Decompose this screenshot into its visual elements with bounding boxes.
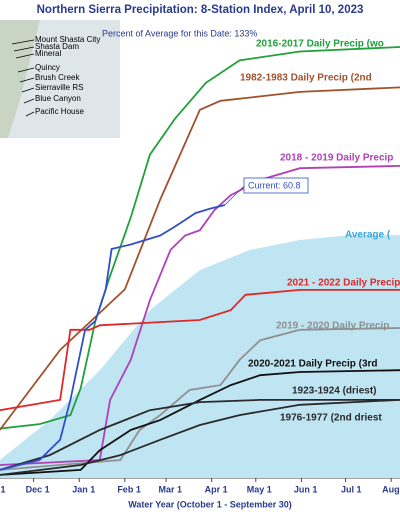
inset-leader: [11, 39, 35, 45]
series-line: [0, 46, 400, 430]
series-line: [0, 204, 226, 471]
inset-leader: [19, 77, 35, 83]
average-area: [0, 235, 400, 478]
annotation-leader: [224, 185, 245, 206]
x-tick-label: Mar 1: [159, 484, 183, 494]
x-tick-label: May 1: [247, 484, 272, 494]
inset-label: Blue Canyon: [35, 94, 81, 103]
inset-label: Pacific House: [35, 107, 84, 116]
x-axis-title: Water Year (October 1 - September 30): [128, 499, 292, 509]
inset-label: Shasta Dam: [35, 42, 79, 51]
inset-label: Mount Shasta City: [35, 35, 100, 44]
x-tick-label: Apr 1: [205, 484, 228, 494]
inset-label: Brush Creek: [35, 73, 80, 82]
series-label: 2020-2021 Daily Precip (3rd: [248, 359, 378, 370]
annotation-box: [243, 177, 309, 194]
series-line: [0, 399, 400, 471]
series-line: [0, 327, 400, 471]
inset-label: Sierraville RS: [35, 83, 83, 92]
series-label: 2018 - 2019 Daily Precip: [280, 153, 393, 164]
inset-leader: [25, 111, 35, 117]
x-tick-label: Jan 1: [72, 484, 95, 494]
series-line: [0, 399, 400, 476]
inset-label: Quincy: [35, 63, 60, 72]
chart-subtitle: Percent of Average for this Date: 133%: [102, 28, 257, 38]
chart-title: Northern Sierra Precipitation: 8-Station…: [37, 4, 364, 16]
inset-leader: [21, 87, 35, 93]
x-tick-label: Jun 1: [294, 484, 318, 494]
x-tick-label: Aug 1: [382, 484, 400, 494]
inset-label: Mineral: [35, 49, 61, 58]
series-line: [0, 369, 400, 476]
series-label: 1982-1983 Daily Precip (2nd: [240, 73, 372, 84]
x-tick-label: Dec 1: [26, 484, 50, 494]
series-label: 1976-1977 (2nd driest: [280, 413, 382, 424]
inset-leader: [17, 67, 35, 73]
x-tick-label: Jul 1: [341, 484, 362, 494]
inset-leader: [23, 98, 35, 104]
annotation: Current: 60.8: [248, 180, 301, 190]
series-line: [0, 289, 400, 412]
series-label: 2019 - 2020 Daily Precip: [276, 321, 389, 332]
series-label: 2016-2017 Daily Precip (wo: [256, 39, 384, 50]
series-label: Average (: [345, 230, 391, 241]
series-label: 2021 - 2022 Daily Precip: [287, 278, 400, 289]
inset-leader: [13, 46, 35, 52]
inset-leader: [15, 53, 35, 59]
series-label: 1923-1924 (driest): [292, 386, 377, 397]
inset-terrain: [0, 20, 40, 138]
x-tick-label: Feb 1: [117, 484, 141, 494]
x-tick-label: 1: [0, 484, 5, 494]
